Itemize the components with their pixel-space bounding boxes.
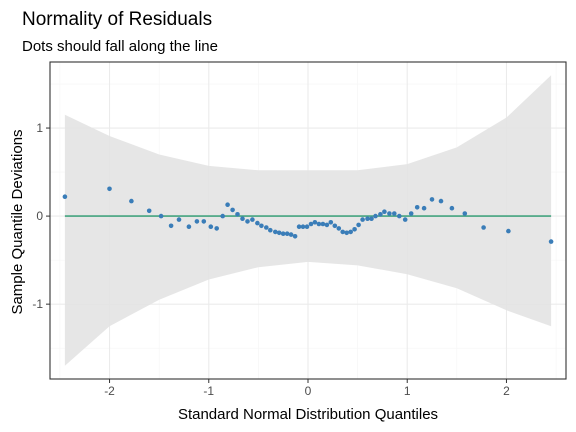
- data-point: [348, 229, 354, 235]
- data-point: [264, 225, 269, 230]
- data-point: [273, 229, 278, 235]
- data-point: [429, 197, 435, 202]
- data-point: [369, 216, 374, 221]
- data-point: [304, 224, 310, 229]
- data-point: [328, 220, 334, 225]
- data-point: [235, 212, 240, 217]
- data-point: [158, 213, 164, 219]
- data-points: [62, 186, 554, 244]
- confidence-band: [64, 75, 552, 366]
- data-point: [230, 207, 235, 213]
- y-tick-label: 0: [36, 209, 43, 223]
- data-point: [176, 217, 182, 222]
- y-tick-label: -1: [32, 297, 43, 311]
- data-point: [300, 224, 306, 229]
- data-point: [194, 219, 200, 224]
- chart-title: Normality of Residuals: [22, 9, 212, 30]
- data-point: [316, 221, 322, 227]
- data-point: [62, 194, 68, 199]
- data-point: [373, 213, 378, 219]
- data-point: [332, 223, 338, 229]
- y-axis-ticks: -1 0 1: [32, 121, 50, 311]
- data-point: [387, 211, 392, 216]
- data-point: [107, 186, 112, 192]
- data-point: [548, 239, 554, 244]
- data-point: [481, 225, 486, 230]
- data-point: [324, 222, 330, 228]
- data-point: [365, 216, 370, 221]
- data-point: [356, 222, 361, 228]
- data-point: [259, 223, 264, 229]
- data-point: [449, 205, 455, 211]
- chart-subtitle: Dots should fall along the line: [22, 38, 218, 55]
- data-point: [240, 216, 245, 221]
- data-point: [292, 234, 298, 239]
- data-point: [268, 227, 273, 233]
- x-axis-title: Standard Normal Distribution Quantiles: [178, 406, 438, 423]
- data-point: [320, 221, 326, 227]
- data-point: [352, 227, 357, 232]
- data-point: [414, 205, 420, 210]
- data-point: [340, 229, 346, 235]
- data-point: [284, 231, 290, 236]
- data-point: [186, 224, 192, 229]
- data-point: [225, 202, 230, 207]
- data-point: [312, 220, 318, 225]
- data-point: [146, 208, 152, 214]
- data-point: [402, 217, 408, 222]
- x-axis-ticks: -2 -1 0 1 2: [104, 379, 510, 398]
- data-point: [250, 217, 255, 222]
- data-point: [308, 221, 314, 227]
- data-point: [168, 223, 174, 229]
- data-point: [462, 211, 468, 216]
- y-tick-label: 1: [36, 121, 43, 135]
- data-point: [208, 224, 214, 229]
- x-tick-label: -1: [203, 384, 214, 398]
- data-point: [344, 230, 350, 236]
- x-tick-label: 2: [503, 384, 510, 398]
- data-point: [360, 217, 365, 222]
- data-point: [392, 211, 397, 216]
- data-point: [288, 232, 294, 237]
- data-point: [129, 198, 134, 204]
- data-point: [280, 231, 286, 236]
- data-point: [214, 226, 219, 231]
- data-point: [296, 224, 302, 229]
- data-point: [408, 211, 414, 216]
- plot-panel: [49, 61, 567, 380]
- x-tick-label: -2: [104, 384, 115, 398]
- data-point: [276, 230, 282, 236]
- data-point: [382, 209, 387, 214]
- data-point: [397, 213, 402, 219]
- data-point: [255, 220, 260, 226]
- data-point: [438, 198, 444, 204]
- data-point: [506, 228, 511, 234]
- data-point: [336, 226, 342, 231]
- data-point: [220, 213, 225, 219]
- x-tick-label: 1: [404, 384, 411, 398]
- data-point: [201, 219, 207, 224]
- x-tick-label: 0: [305, 384, 312, 398]
- data-point: [245, 219, 250, 224]
- y-axis-title: Sample Quantile Deviations: [9, 129, 26, 314]
- data-point: [378, 212, 383, 217]
- data-point: [421, 205, 427, 211]
